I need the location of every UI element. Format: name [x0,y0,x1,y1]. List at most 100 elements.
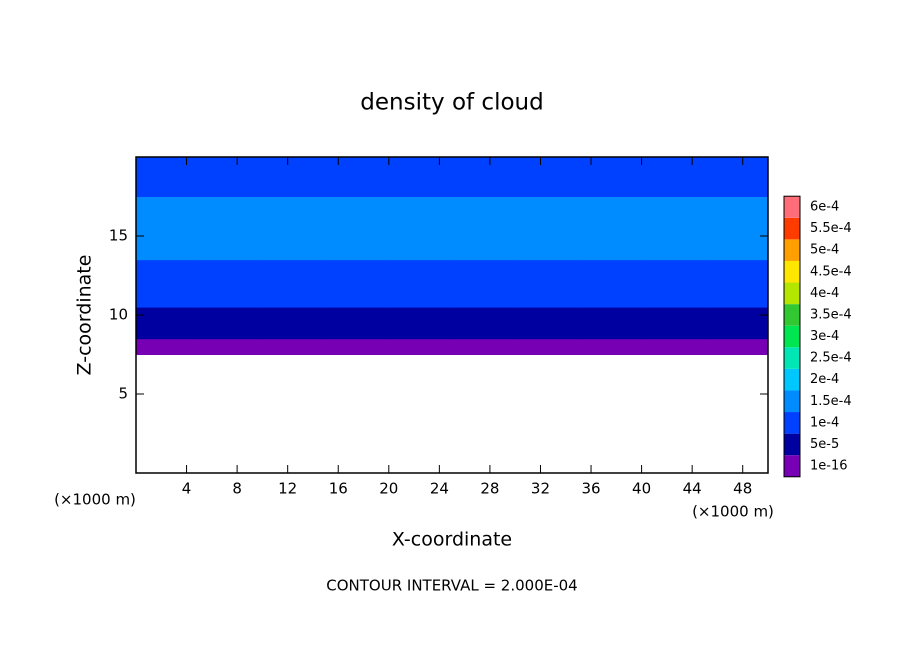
contour-cell [199,212,263,229]
contour-cell [578,307,643,324]
contour-cell [641,196,706,213]
contour-cell [262,322,327,340]
colorbar-label: 2e-4 [810,372,839,387]
x-tick-label: 16 [329,480,348,498]
contour-cell [452,307,516,324]
colorbar-swatch [784,217,800,240]
contour-cell [136,307,200,324]
contour-cell [641,243,706,261]
x-tick-label: 8 [232,480,242,498]
colorbar-label: 5e-4 [810,243,839,258]
x-unit-label: (×1000 m) [54,491,136,509]
contour-cell [452,243,516,261]
y-tick-label: 15 [109,227,128,245]
contour-cell [515,212,579,229]
colorbar-label: 3e-4 [810,329,839,344]
contour-cell [199,228,263,245]
x-tick-label: 36 [581,480,600,498]
contour-cell [704,196,769,213]
y-tick-label: 10 [109,306,128,324]
contour-cell [199,243,263,261]
contour-cell [704,212,769,229]
contour-cell [641,157,706,182]
contour-cell [578,338,643,355]
y-tick-label: 5 [118,385,128,403]
contour-cell [452,196,516,213]
contour-cell [136,157,200,182]
contour-cell [452,291,516,308]
contour-cell [641,212,706,229]
contour-cell [578,259,643,276]
contour-cell [452,228,516,245]
contour-cell [704,259,769,276]
colorbar-label: 1.5e-4 [810,394,852,409]
contour-cell [136,212,200,229]
colorbar-swatch [784,368,800,391]
contour-cell [515,259,579,276]
contour-cell [704,307,769,324]
contour-cell [704,243,769,261]
contour-cell [452,338,516,355]
contour-cell [578,275,643,292]
contour-cell [325,180,390,197]
contour-note: CONTOUR INTERVAL = 2.000E-04 [326,577,577,595]
contour-cell [578,157,643,182]
contour-cell [262,157,327,182]
contour-cell [325,259,390,276]
contour-cell [452,259,516,276]
contour-cell [578,243,643,261]
colorbar-label: 1e-4 [810,415,839,430]
contour-cell [262,338,327,355]
contour-cell [515,307,579,324]
contour-cell [578,180,643,197]
colorbar-swatch [784,239,800,261]
contour-cell [199,180,263,197]
x-unit-label: (×1000 m) [692,503,774,521]
contour-cell [641,275,706,292]
contour-cell [199,291,263,308]
colorbar-swatch [784,282,800,305]
contour-cell [578,322,643,340]
contour-cell [199,196,263,213]
contour-cell [704,291,769,308]
colorbar-swatch [784,347,800,369]
contour-cell [325,307,390,324]
contour-cell [388,212,453,229]
x-tick-label: 48 [733,480,752,498]
contour-cell [641,180,706,197]
contour-cell [325,157,390,182]
contour-cell [704,157,769,182]
contour-cell [388,307,453,324]
contour-cell [578,212,643,229]
y-axis-label: Z-coordinate [74,255,96,376]
contour-cell [199,338,263,355]
x-tick-label: 4 [182,480,192,498]
contour-cell [388,228,453,245]
contour-cell [515,196,579,213]
contour-cell [704,322,769,340]
contour-cell [325,322,390,340]
colorbar-swatch [784,433,800,456]
colorbar-label: 5e-5 [810,437,839,452]
contour-cell [325,212,390,229]
contour-cell [262,307,327,324]
contour-cell [262,243,327,261]
colorbar-label: 1e-16 [810,459,848,474]
contour-cell [262,228,327,245]
contour-cell [262,291,327,308]
contour-cell [388,291,453,308]
contour-cell [452,180,516,197]
contour-cell [578,196,643,213]
x-tick-label: 28 [480,480,499,498]
contour-cell [452,157,516,182]
contour-cell [325,338,390,355]
contour-cell [515,157,579,182]
contour-cell [136,275,200,292]
contour-cell [578,228,643,245]
contour-cell [262,275,327,292]
contour-cell [641,338,706,355]
contour-cell [578,291,643,308]
chart-title: density of cloud [360,90,543,116]
contour-cell [704,275,769,292]
colorbar-swatch [784,390,800,413]
